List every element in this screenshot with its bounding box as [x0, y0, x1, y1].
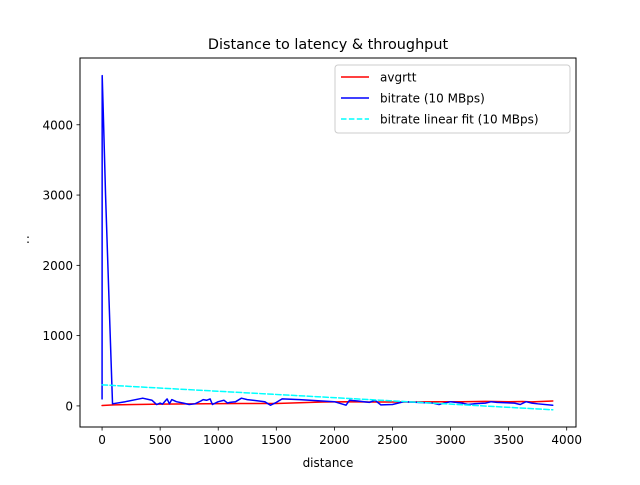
plot-area-frame: [79, 57, 577, 428]
legend-label-bitrate: bitrate (10 MBps): [380, 92, 485, 106]
y-tick-label: 1000: [42, 329, 73, 343]
x-tick-label: 1000: [203, 433, 234, 447]
legend-label-avgrtt: avgrtt: [380, 71, 417, 85]
chart-title: Distance to latency & throughput: [208, 37, 449, 53]
legend-items: avgrtt bitrate (10 MBps) bitrate linear fi…: [341, 71, 539, 127]
y-axis-label: :: [26, 232, 30, 246]
x-tick-label: 2500: [377, 433, 408, 447]
series-line-bitrate-linear-fit: [101, 384, 554, 411]
legend: avgrtt bitrate (10 MBps) bitrate linear fi…: [334, 64, 571, 134]
y-tick-label: 3000: [42, 189, 73, 203]
x-tick-label: 4000: [551, 433, 582, 447]
y-tick-label: 0: [65, 399, 73, 413]
legend-label-bitrate-linear-fit: bitrate linear fit (10 MBps): [380, 113, 539, 127]
x-tick-label: 500: [149, 433, 172, 447]
series-layer: [101, 74, 554, 411]
x-tick-label: 2000: [319, 433, 350, 447]
y-tick-label: 4000: [42, 118, 73, 132]
x-axis-ticks: 0 500 1000 1500 2000 2500 3000 3500 4000: [98, 427, 582, 447]
x-tick-label: 3500: [493, 433, 524, 447]
x-axis-label: distance: [303, 456, 354, 470]
x-tick-label: 3000: [435, 433, 466, 447]
x-tick-label: 1500: [261, 433, 292, 447]
y-tick-label: 2000: [42, 259, 73, 273]
x-tick-label: 0: [98, 433, 106, 447]
y-axis-ticks: 0 1000 2000 3000 4000: [42, 118, 80, 413]
legend-box: [334, 64, 571, 134]
